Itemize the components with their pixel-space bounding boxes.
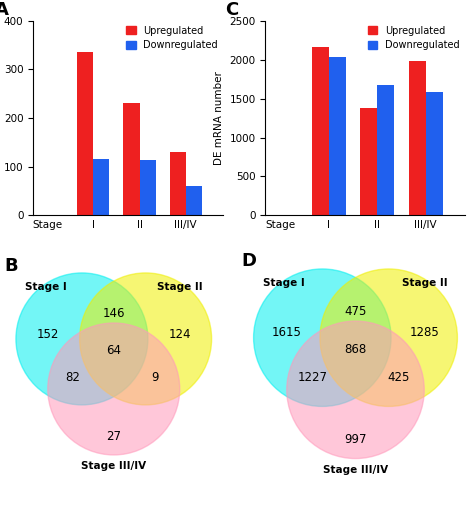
Legend: Upregulated, Downregulated: Upregulated, Downregulated	[126, 25, 218, 50]
Bar	[77, 52, 93, 215]
Ellipse shape	[80, 273, 211, 405]
Text: Stage I: Stage I	[263, 278, 305, 289]
Text: 27: 27	[106, 430, 121, 443]
Bar	[311, 47, 328, 215]
Ellipse shape	[48, 323, 180, 455]
Text: 997: 997	[344, 433, 367, 446]
Legend: Upregulated, Downregulated: Upregulated, Downregulated	[367, 25, 460, 50]
Bar	[377, 85, 394, 215]
Bar	[170, 152, 186, 215]
Text: 146: 146	[102, 307, 125, 320]
Ellipse shape	[287, 321, 424, 459]
Bar	[93, 159, 109, 215]
Bar	[139, 160, 156, 215]
Bar	[123, 103, 139, 215]
Ellipse shape	[16, 273, 148, 405]
Ellipse shape	[320, 269, 457, 406]
Bar	[186, 186, 202, 215]
Ellipse shape	[254, 269, 391, 406]
Text: 868: 868	[345, 343, 366, 356]
Text: Stage III/IV: Stage III/IV	[81, 461, 146, 471]
Text: 82: 82	[65, 371, 80, 384]
Bar	[328, 57, 346, 215]
Text: 124: 124	[168, 328, 191, 341]
Text: 64: 64	[106, 344, 121, 357]
Bar	[409, 61, 426, 215]
Text: D: D	[242, 252, 257, 270]
Bar	[360, 108, 377, 215]
Text: 152: 152	[36, 328, 59, 341]
Text: 1227: 1227	[298, 372, 328, 385]
Text: 1615: 1615	[272, 326, 302, 339]
Text: 475: 475	[344, 305, 367, 318]
Text: 425: 425	[387, 372, 410, 385]
Text: C: C	[226, 2, 239, 19]
Text: A: A	[0, 2, 9, 19]
Y-axis label: DE mRNA number: DE mRNA number	[214, 71, 224, 165]
Text: 9: 9	[151, 371, 158, 384]
Text: Stage I: Stage I	[25, 282, 67, 292]
Bar	[426, 91, 443, 215]
Text: Stage III/IV: Stage III/IV	[323, 465, 388, 475]
Text: Stage II: Stage II	[402, 278, 448, 289]
Text: 1285: 1285	[410, 326, 439, 339]
Text: B: B	[5, 257, 18, 275]
Text: Stage II: Stage II	[157, 282, 202, 292]
